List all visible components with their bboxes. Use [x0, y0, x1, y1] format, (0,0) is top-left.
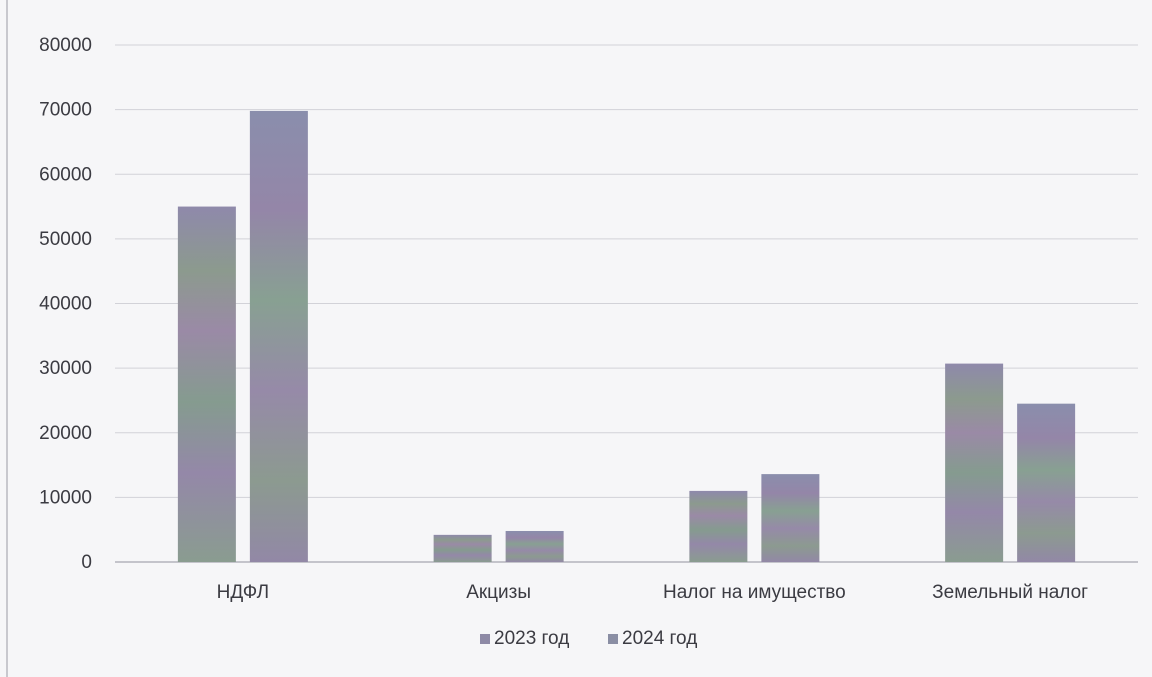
y-tick-label: 70000 — [39, 100, 92, 121]
page-edge — [6, 0, 8, 677]
x-tick-label: Налог на имущество — [663, 582, 846, 603]
bars — [177, 110, 1076, 562]
x-axis-labels: НДФЛ Акцизы Налог на имущество Земельный на… — [217, 582, 1089, 603]
bar-2-3 — [761, 474, 820, 562]
legend-label: 2023 год — [494, 628, 569, 649]
x-tick-label: Акцизы — [466, 582, 531, 603]
x-tick-label: Земельный налог — [932, 582, 1088, 603]
y-tick-label: 40000 — [39, 294, 92, 315]
bar-1-1 — [177, 206, 236, 562]
y-tick-label: 50000 — [39, 229, 92, 250]
y-tick-label: 60000 — [39, 164, 92, 185]
y-tick-label: 80000 — [39, 35, 92, 56]
legend: 2023 год 2024 год — [480, 628, 697, 649]
bar-2-2 — [505, 530, 564, 562]
y-tick-label: 30000 — [39, 358, 92, 379]
x-tick-label: НДФЛ — [217, 582, 269, 603]
y-axis-ticks: 0 10000 20000 30000 40000 50000 60000 70000 8000… — [39, 35, 92, 573]
bar-1-3 — [689, 490, 748, 562]
y-tick-label: 20000 — [39, 423, 92, 444]
y-tick-label: 0 — [81, 552, 92, 573]
bar-2-1 — [249, 110, 308, 562]
bar-1-2 — [433, 534, 492, 562]
y-tick-label: 10000 — [39, 487, 92, 508]
bar-1-4 — [945, 363, 1004, 562]
legend-swatch — [480, 634, 490, 644]
bar-2-4 — [1017, 403, 1076, 562]
legend-label: 2024 год — [622, 628, 697, 649]
legend-swatch — [608, 634, 618, 644]
